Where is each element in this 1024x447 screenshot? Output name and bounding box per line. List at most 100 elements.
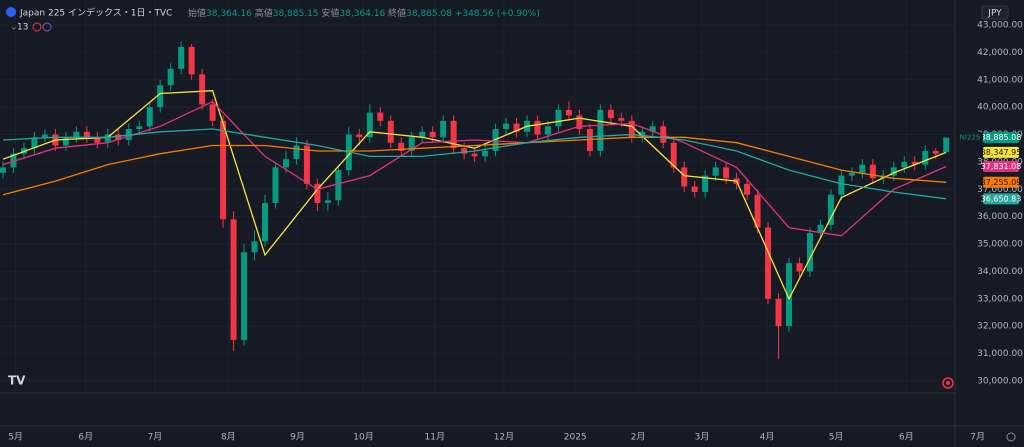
candle-body xyxy=(10,153,17,168)
plot xyxy=(0,41,950,360)
candle-body xyxy=(932,150,939,154)
x-tick-label: 5月 xyxy=(8,432,23,443)
candle-body xyxy=(785,263,792,327)
currency-button[interactable] xyxy=(981,5,1009,20)
candle-body xyxy=(115,134,122,140)
candle-body xyxy=(293,145,300,160)
candle-body xyxy=(241,252,248,340)
ma-last-label: 36,650.83 xyxy=(981,194,1022,203)
tv-logo[interactable]: TV xyxy=(8,374,26,388)
candle-body xyxy=(387,120,394,143)
ma-last-label-box xyxy=(983,161,1019,173)
ma-last-label-box xyxy=(983,176,1019,188)
y-tick-label: 34,000.00 xyxy=(977,267,1023,277)
candle-body xyxy=(775,298,782,327)
candle-body xyxy=(209,104,216,121)
indicator-count: 13 xyxy=(17,23,28,33)
symbol-label: NI225 xyxy=(960,134,981,142)
candle-body xyxy=(639,131,646,138)
candle-body xyxy=(848,172,855,176)
ohlc-label: 終値 xyxy=(388,7,406,19)
x-tick-label: 4月 xyxy=(760,432,775,443)
ohlc-label: 高値 xyxy=(255,7,273,19)
moving-average xyxy=(2,128,947,200)
candle-body xyxy=(261,202,268,242)
x-tick-label: 6月 xyxy=(899,432,914,443)
candle-body xyxy=(471,153,478,157)
candle-body xyxy=(335,170,342,201)
ohlc-value: 38,364.16 xyxy=(339,9,385,19)
ohlc-value: 38,364.16 xyxy=(206,9,252,19)
candle-body xyxy=(890,167,897,176)
candle-body xyxy=(859,164,866,173)
symbol-label-box xyxy=(958,132,983,144)
x-tick-label: 5月 xyxy=(829,432,844,443)
ma-last-label-box xyxy=(983,146,1019,158)
candle-body xyxy=(607,109,614,119)
candle-body xyxy=(282,159,289,168)
candle-body xyxy=(31,137,38,149)
event-icon[interactable] xyxy=(42,22,52,32)
candle-body xyxy=(94,137,101,143)
candle-body xyxy=(670,142,677,168)
candle-body xyxy=(901,161,908,168)
candle-body xyxy=(922,150,929,165)
currency: JPY xyxy=(987,9,1002,19)
x-tick-label: 2月 xyxy=(631,432,646,443)
candle-body xyxy=(73,131,80,138)
candle-body xyxy=(408,137,415,151)
candle-body xyxy=(167,68,174,86)
candle-body xyxy=(482,150,489,157)
x-tick-label: 8月 xyxy=(221,432,236,443)
candle-body xyxy=(565,109,572,116)
candle-body xyxy=(251,241,258,253)
candle-body xyxy=(691,186,698,193)
replay-icon[interactable] xyxy=(942,377,954,389)
candle-body xyxy=(754,194,761,228)
candle-body xyxy=(869,164,876,179)
candle-body xyxy=(827,194,834,225)
candle-body xyxy=(723,167,730,179)
symbol-title: Japan 225 インデックス・1日・TVC xyxy=(19,7,172,19)
candle-body xyxy=(62,137,69,146)
x-tick-label: 7月 xyxy=(148,432,163,443)
price-last-label-box xyxy=(983,132,1019,144)
candle-body xyxy=(796,263,803,272)
indicators-toggle[interactable]: ⌄ 13 xyxy=(10,23,28,33)
candle-body xyxy=(188,46,195,75)
y-tick-label: 41,000.00 xyxy=(977,75,1023,85)
replay-dot xyxy=(946,381,950,385)
candle-body xyxy=(681,167,688,187)
candle-body xyxy=(199,74,206,105)
candle-body xyxy=(157,85,164,108)
ma-last-label: 37,255.09 xyxy=(981,178,1022,187)
alert-icon[interactable] xyxy=(32,22,42,32)
candle-body xyxy=(649,126,656,132)
axes: 30,000.00 31,000.00 32,000.00 33,000.00 34,0… xyxy=(8,20,1023,442)
settings-icon[interactable] xyxy=(1006,432,1016,442)
candle-body xyxy=(838,175,845,195)
candle-body xyxy=(230,219,237,340)
x-tick-label: 11月 xyxy=(425,432,445,443)
x-tick-label: 10月 xyxy=(353,432,373,443)
candle-body xyxy=(440,120,447,138)
y-tick-label: 33,000.00 xyxy=(977,294,1023,304)
candle-body xyxy=(419,131,426,138)
x-tick-label: 9月 xyxy=(290,432,305,443)
y-tick-label: 36,000.00 xyxy=(977,212,1023,222)
ma-last-label: 38,347.95 xyxy=(981,148,1022,157)
candle-body xyxy=(272,167,279,203)
candle-body xyxy=(513,123,520,132)
candle-body xyxy=(503,123,510,130)
ohlc-label: 始値 xyxy=(188,7,206,19)
symbol-icon xyxy=(6,7,16,17)
candle-body xyxy=(628,120,635,138)
y-tick-label: 42,000.00 xyxy=(977,48,1023,58)
y-tick-label: 32,000.00 xyxy=(977,322,1023,332)
moving-average xyxy=(2,100,947,237)
x-tick-label: 6月 xyxy=(78,432,93,443)
ohlc-label: 安値 xyxy=(321,7,339,19)
ma-last-label: 37,831.08 xyxy=(981,162,1022,171)
candle-body xyxy=(765,227,772,299)
